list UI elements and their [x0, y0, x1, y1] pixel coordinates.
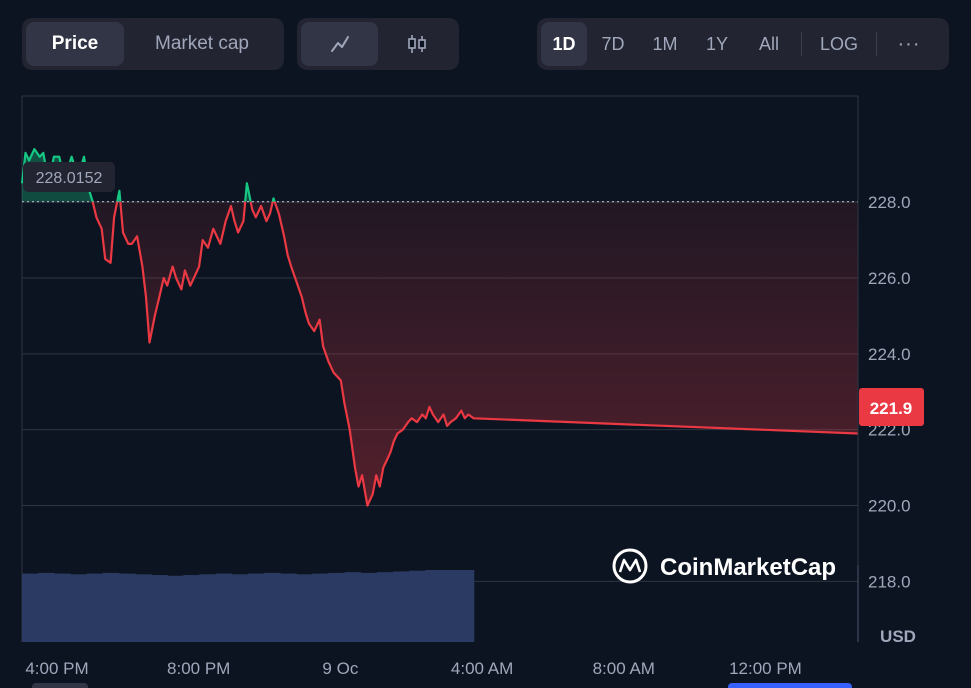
coinmarketcap-watermark: CoinMarketCap — [612, 548, 836, 584]
x-tick-label: 8:00 PM — [167, 659, 230, 678]
more-options-button[interactable]: ··· — [897, 32, 921, 55]
volume-bar — [22, 573, 39, 642]
volume-bar — [441, 570, 459, 642]
range-1m-button[interactable]: 1M — [652, 33, 678, 54]
volume-bar — [151, 575, 168, 642]
line-chart-button[interactable] — [301, 22, 378, 66]
volume-bar — [54, 573, 71, 642]
tab-market-cap[interactable]: Market cap — [155, 33, 249, 54]
volume-bar — [102, 572, 120, 642]
x-tick-label: 4:00 AM — [451, 659, 513, 678]
volume-bar — [215, 573, 233, 642]
y-tick-label: 218.0 — [868, 572, 911, 591]
tab-price[interactable]: Price — [26, 22, 124, 66]
volume-bar — [86, 573, 104, 642]
y-tick-label: 228.0 — [868, 193, 911, 212]
y-tick-label: 220.0 — [868, 497, 911, 516]
x-tick-label: 8:00 AM — [593, 659, 655, 678]
y-tick-label: 226.0 — [868, 269, 911, 288]
x-tick-label: 4:00 PM — [25, 659, 88, 678]
candlestick-button[interactable] — [378, 22, 455, 66]
volume-bar — [328, 572, 346, 642]
range-1d-button[interactable]: 1D — [541, 22, 587, 66]
range-7d-button[interactable]: 7D — [601, 33, 625, 54]
reference-price-label: 228.0152 — [36, 170, 103, 187]
x-tick-label: 9 Oc — [322, 659, 358, 678]
volume-bar — [134, 574, 152, 642]
volume-bar — [38, 572, 55, 642]
chart-type-toggle: Price Market cap — [22, 18, 284, 70]
scroll-indicators — [32, 683, 852, 688]
volume-bar — [118, 573, 136, 642]
volume-bar — [280, 573, 297, 642]
coinmarketcap-logo-icon — [612, 548, 648, 584]
current-price-label: 221.9 — [870, 399, 913, 418]
volume-bar — [312, 573, 330, 642]
chart-style-toggle — [297, 18, 459, 70]
volume-bar — [376, 572, 394, 642]
volume-bar — [393, 571, 410, 642]
volume-bar — [167, 575, 184, 642]
volume-bar — [263, 572, 281, 642]
volume-bar — [231, 574, 249, 642]
price-line-below-reference — [91, 201, 859, 507]
volume-bar — [296, 574, 313, 642]
x-axis-labels: 4:00 PM 8:00 PM 9 Oc 4:00 AM 8:00 AM 12:00 PM — [25, 659, 802, 678]
volume-bar — [409, 570, 426, 642]
reference-price-badge: 228.0152 — [23, 162, 115, 192]
x-tick-label: 12:00 PM — [729, 659, 802, 678]
range-all-button[interactable]: All — [758, 33, 779, 54]
log-scale-button[interactable]: LOG — [819, 33, 858, 54]
price-area-below-reference — [22, 201, 858, 506]
volume-bar — [360, 572, 378, 642]
divider — [801, 32, 802, 56]
current-price-badge: 221.9 — [859, 388, 924, 426]
volume-bar — [199, 574, 217, 642]
volume-bar — [183, 575, 201, 642]
line-chart-icon — [330, 36, 349, 52]
volume-bar — [457, 570, 475, 642]
volume-bar — [70, 574, 88, 642]
time-range-selector: 1D 7D 1M 1Y All LOG ··· — [537, 18, 949, 70]
currency-label: USD — [880, 627, 916, 646]
range-1y-button[interactable]: 1Y — [705, 33, 729, 54]
watermark-text: CoinMarketCap — [660, 554, 836, 581]
price-chart[interactable]: 228.0 226.0 224.0 222.0 220.0 218.0 4:00 PM 8:… — [0, 90, 971, 688]
divider — [876, 32, 877, 56]
volume-bar — [425, 570, 442, 642]
candlestick-icon — [407, 35, 426, 53]
volume-bars — [22, 570, 475, 642]
y-tick-label: 224.0 — [868, 345, 911, 364]
volume-bar — [344, 572, 362, 642]
volume-bar — [247, 573, 265, 642]
